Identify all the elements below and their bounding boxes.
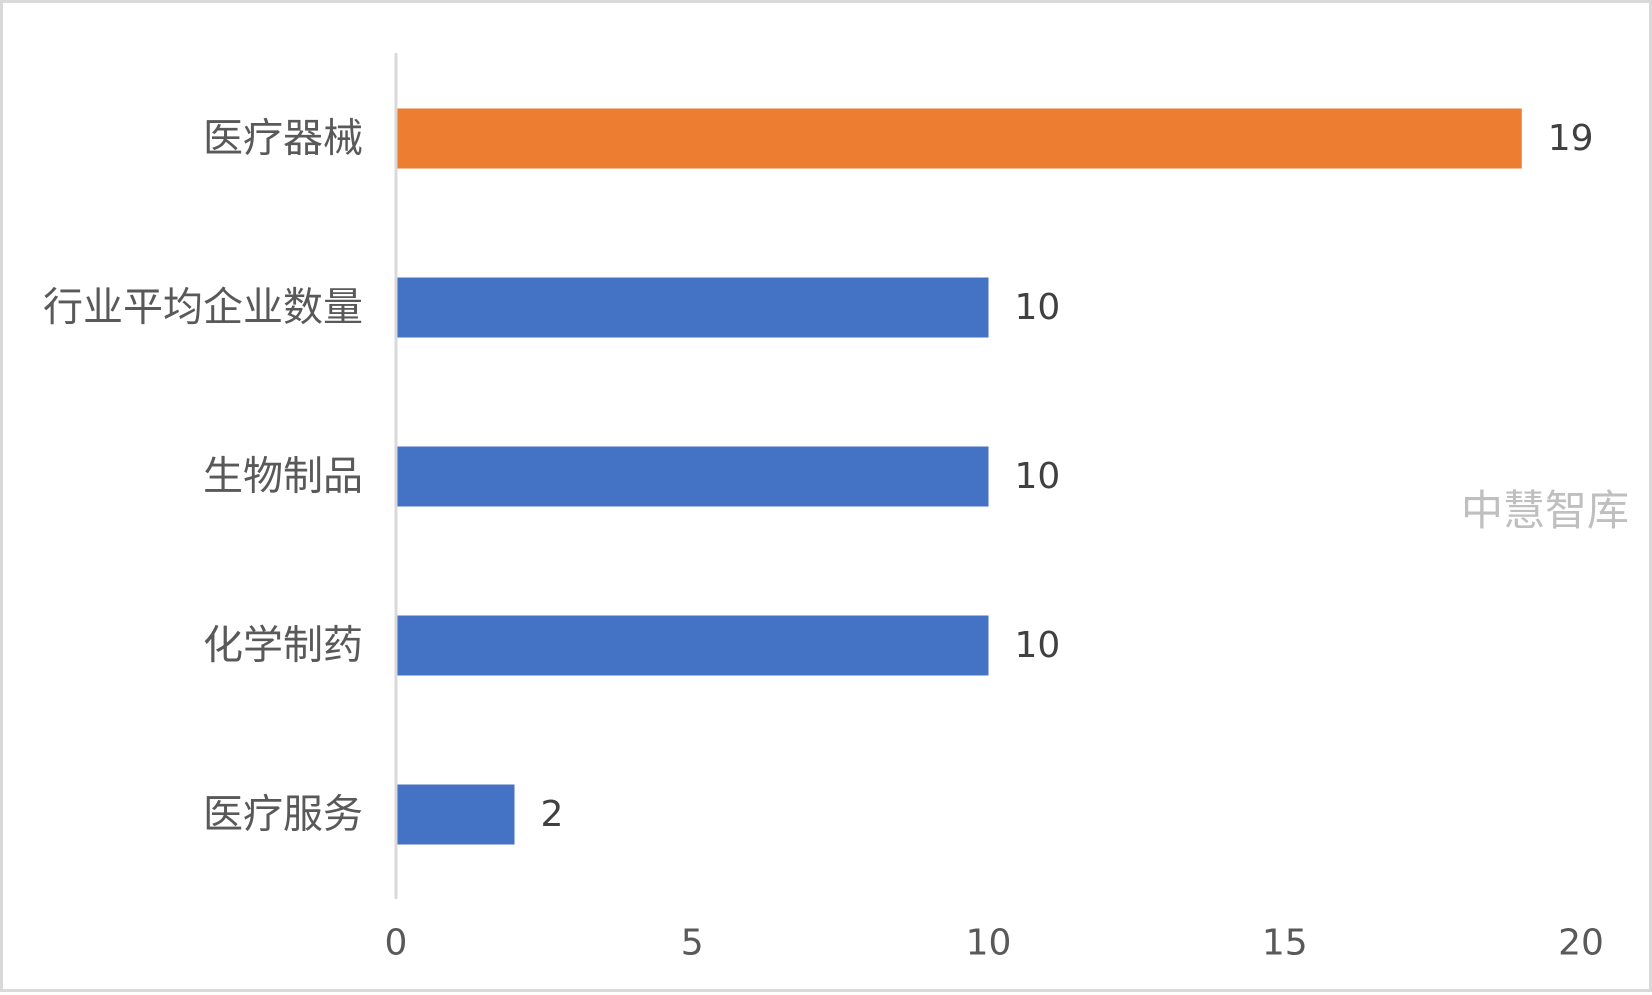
data-label: 19 [1548,118,1594,159]
data-label: 10 [1015,287,1061,328]
x-tick-label: 15 [1262,923,1308,964]
data-label: 10 [1015,625,1061,666]
x-tick-label: 20 [1558,923,1604,964]
data-label: 10 [1015,456,1061,497]
bar [396,615,989,676]
bar [396,784,515,845]
bar [396,446,989,507]
category-label: 医疗服务 [203,792,363,838]
category-label: 化学制药 [203,623,363,669]
x-tick-label: 5 [681,923,704,964]
category-label: 医疗器械 [203,116,363,162]
x-tick-label: 10 [966,923,1012,964]
x-tick-label: 0 [385,923,408,964]
data-label: 2 [541,794,564,835]
watermark: 中慧智库 [1461,486,1630,535]
bar [396,108,1522,169]
category-label: 行业平均企业数量 [43,285,363,331]
category-label: 生物制品 [203,454,363,500]
bar [396,277,989,338]
